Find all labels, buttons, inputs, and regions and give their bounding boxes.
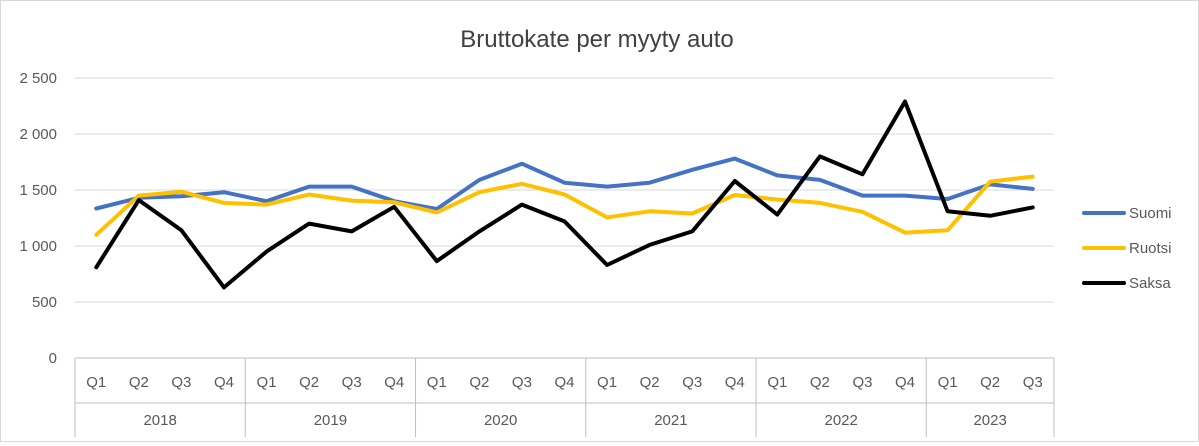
x-tick-label: Q2 (810, 374, 830, 391)
x-tick-label: Q1 (938, 374, 958, 391)
gridlines (75, 77, 1054, 303)
x-tick-label: Q2 (299, 374, 319, 391)
year-label: 2023 (973, 412, 1006, 429)
legend: Suomi Ruotsi Saksa (1082, 205, 1172, 292)
series-lines (94, 99, 1035, 290)
x-tick-label: Q4 (895, 374, 915, 391)
x-tick-label: Q2 (640, 374, 660, 391)
chart-title: Bruttokate per myyty auto (460, 26, 733, 53)
x-tick-label: Q4 (384, 374, 404, 391)
y-axis: 0 500 1 000 1 500 2 000 2 500 (19, 70, 57, 367)
x-tick-label: Q4 (554, 374, 574, 391)
year-label: 2019 (314, 412, 347, 429)
x-tick-label: Q3 (512, 374, 532, 391)
y-tick-label: 2 000 (19, 126, 57, 143)
x-axis: Q1 Q2 Q3 Q4 Q1 Q2 Q3 Q4 Q1 Q2 Q3 Q4 Q1 Q2 Q3 Q4 Q1 Q2 Q3 Q4… (74, 357, 1055, 437)
x-tick-label: Q4 (214, 374, 234, 391)
x-tick-label: Q1 (597, 374, 617, 391)
legend-label-saksa: Saksa (1129, 275, 1171, 292)
y-tick-label: 1 500 (19, 182, 57, 199)
x-tick-label: Q4 (725, 374, 745, 391)
year-label: 2022 (824, 412, 857, 429)
x-tick-label: Q3 (1023, 374, 1043, 391)
x-tick-label: Q3 (342, 374, 362, 391)
x-tick-label: Q3 (682, 374, 702, 391)
x-tick-label: Q3 (171, 374, 191, 391)
legend-label-ruotsi: Ruotsi (1129, 240, 1172, 257)
series-line-saksa (94, 99, 1035, 290)
x-tick-label: Q1 (257, 374, 277, 391)
legend-label-suomi: Suomi (1129, 205, 1172, 222)
x-tick-label: Q2 (980, 374, 1000, 391)
year-label: 2021 (654, 412, 687, 429)
x-tick-label: Q1 (427, 374, 447, 391)
x-tick-label: Q2 (129, 374, 149, 391)
y-tick-label: 2 500 (19, 70, 57, 87)
y-tick-label: 500 (32, 294, 57, 311)
x-tick-label: Q1 (86, 374, 106, 391)
y-tick-label: 1 000 (19, 238, 57, 255)
x-tick-label: Q1 (767, 374, 787, 391)
y-tick-label: 0 (49, 350, 57, 367)
series-line-ruotsi (94, 174, 1035, 237)
x-tick-label: Q2 (469, 374, 489, 391)
year-label: 2020 (484, 412, 517, 429)
year-label: 2018 (143, 412, 176, 429)
x-tick-label: Q3 (852, 374, 872, 391)
series-line-suomi (94, 156, 1035, 211)
